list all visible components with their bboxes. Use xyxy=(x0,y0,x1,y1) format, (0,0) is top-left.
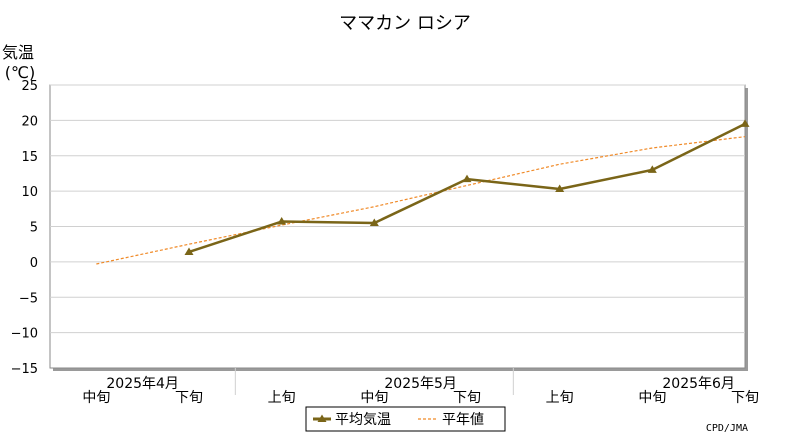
x-month-label: 2025年6月 xyxy=(662,376,735,392)
average-temperature-point xyxy=(277,217,287,225)
x-month-labels: 2025年4月 2025年5月 2025年6月 xyxy=(106,376,735,392)
chart-title: ママカン ロシア xyxy=(339,13,471,34)
legend-label-average: 平均気温 xyxy=(335,412,391,428)
legend-box xyxy=(305,406,506,432)
y-tick-label: −5 xyxy=(19,291,38,306)
x-category-label: 中旬 xyxy=(638,390,666,406)
x-category-labels: 中旬 下旬 上旬 中旬 下旬 上旬 中旬 下旬 xyxy=(82,390,759,406)
legend-label-normal: 平年値 xyxy=(442,412,484,428)
plot-area xyxy=(49,84,748,371)
x-category-label: 上旬 xyxy=(268,390,296,406)
x-month-label: 2025年4月 xyxy=(106,376,179,392)
y-tick-label: −15 xyxy=(11,362,38,377)
x-category-label: 上旬 xyxy=(546,390,574,406)
y-tick-label: 10 xyxy=(21,185,38,200)
average-temperature-point xyxy=(740,119,750,127)
average-temperature-point xyxy=(555,184,565,193)
y-axis-label: 気温 xyxy=(2,43,34,62)
y-tick-labels: −15 −10 −5 0 5 10 15 20 25 xyxy=(11,79,38,377)
normal-temperature-line xyxy=(96,136,746,265)
y-tick-label: 25 xyxy=(21,79,38,94)
legend: 平均気温 平年値 xyxy=(305,406,506,432)
x-category-label: 下旬 xyxy=(731,390,759,406)
gridlines xyxy=(50,84,745,395)
y-tick-label: 15 xyxy=(21,150,38,165)
y-tick-label: −10 xyxy=(11,327,38,342)
source-credit: CPD/JMA xyxy=(706,423,748,434)
y-tick-label: 0 xyxy=(30,256,38,271)
x-category-label: 下旬 xyxy=(453,390,481,406)
x-category-label: 中旬 xyxy=(82,390,110,406)
x-category-label: 下旬 xyxy=(175,390,203,406)
y-tick-label: 20 xyxy=(21,114,38,129)
series-lines xyxy=(96,119,750,265)
average-temperature-point xyxy=(184,247,194,255)
average-temperature-point xyxy=(462,174,472,183)
x-month-label: 2025年5月 xyxy=(384,376,457,392)
average-temperature-point xyxy=(369,218,379,226)
y-axis-unit: (℃) xyxy=(5,63,35,82)
average-temperature-point xyxy=(647,165,657,173)
legend-marker-average xyxy=(317,414,327,422)
x-category-label: 中旬 xyxy=(360,390,388,406)
y-tick-label: 5 xyxy=(30,221,38,236)
